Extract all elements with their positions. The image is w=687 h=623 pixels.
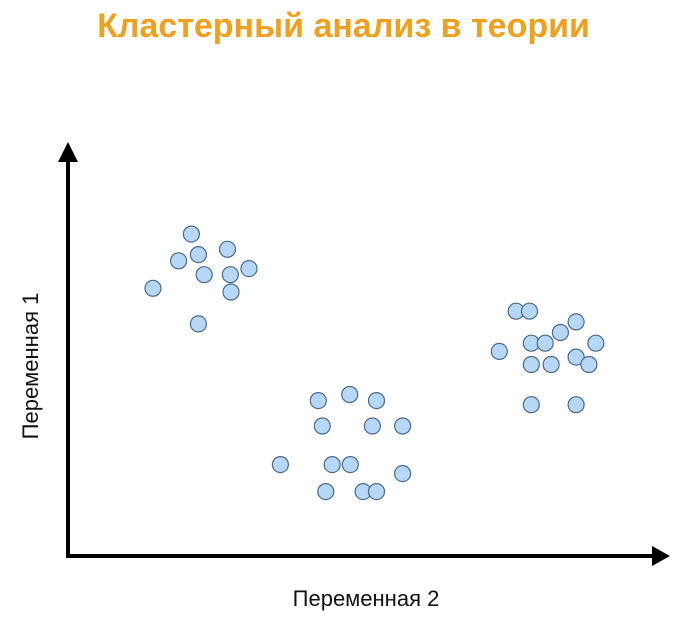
data-point [195, 266, 213, 284]
y-axis-label: Переменная 1 [18, 293, 43, 440]
data-point [222, 283, 240, 301]
data-point [520, 302, 539, 320]
data-point [182, 225, 200, 243]
data-point [341, 385, 359, 404]
data-point [394, 465, 412, 483]
data-point [271, 456, 289, 474]
data-points [144, 225, 605, 501]
data-point [490, 342, 508, 360]
data-point [367, 392, 386, 410]
data-point [567, 396, 585, 414]
slide-title: Кластерный анализ в теории [97, 7, 590, 45]
data-point [313, 417, 331, 435]
y-axis-arrow [58, 142, 78, 162]
data-point [394, 417, 412, 435]
x-axis-label: Переменная 2 [293, 586, 440, 611]
data-point [240, 260, 258, 278]
data-point [363, 417, 381, 435]
data-point [189, 315, 207, 333]
data-point [170, 252, 188, 270]
data-point [189, 246, 207, 264]
data-point [551, 323, 570, 342]
data-point [309, 392, 327, 410]
data-point [317, 483, 335, 501]
data-point [536, 334, 554, 352]
data-point [221, 266, 239, 284]
data-point [144, 279, 162, 297]
data-point [367, 483, 386, 501]
axes [58, 142, 670, 566]
data-point [323, 456, 341, 474]
x-axis-arrow [652, 546, 670, 566]
data-point [542, 355, 560, 374]
data-point [341, 456, 359, 474]
data-point [567, 348, 585, 366]
data-point [522, 396, 540, 414]
data-point [567, 313, 585, 331]
data-point [218, 240, 237, 258]
data-point [580, 355, 598, 374]
data-point [587, 334, 605, 352]
data-point [522, 355, 540, 374]
